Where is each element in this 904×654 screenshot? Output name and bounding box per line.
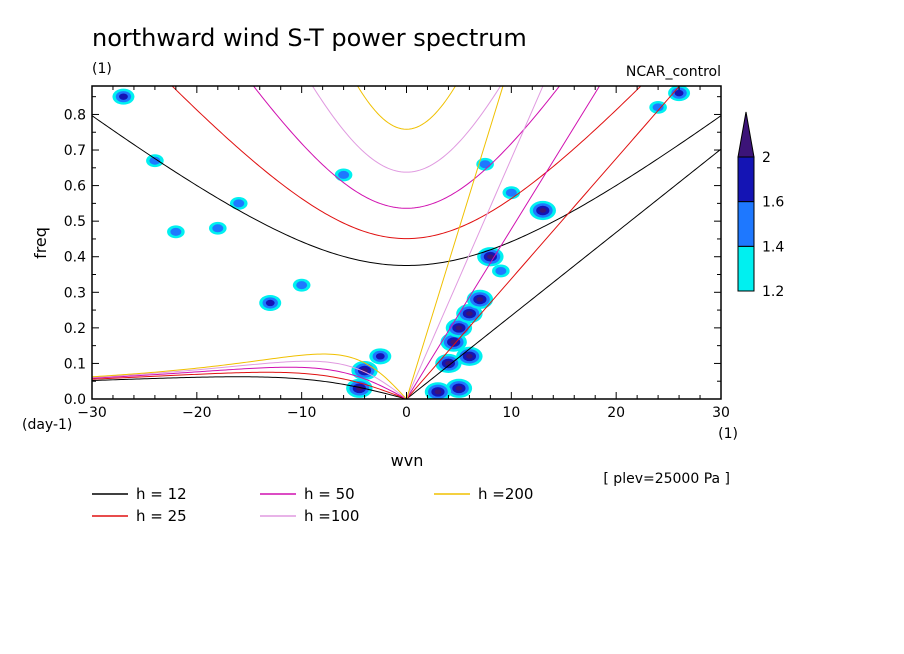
legend-label: h =200 bbox=[478, 485, 533, 503]
x-tick-label: 10 bbox=[502, 405, 520, 421]
y-axis: 0.0 0.1 0.2 0.3 0.4 0.5 0.6 0.7 0.8 bbox=[64, 96, 721, 408]
colorbar: 1.2 1.4 1.6 2 bbox=[737, 111, 784, 300]
power-blob bbox=[652, 103, 664, 112]
y-axis-label: freq bbox=[31, 227, 50, 259]
colorbar-swatch bbox=[737, 201, 755, 247]
y-tick-label: 0.2 bbox=[64, 321, 86, 337]
x-tick-label: −10 bbox=[287, 405, 317, 421]
kelvin-curve bbox=[406, 86, 504, 399]
inertia-gravity-curve bbox=[92, 115, 721, 266]
colorbar-arrow bbox=[737, 111, 755, 158]
x-tick-label: −30 bbox=[77, 405, 107, 421]
legend-label: h =100 bbox=[304, 507, 359, 525]
colorbar-swatch bbox=[737, 245, 755, 292]
power-blob bbox=[338, 170, 350, 179]
x-tick-label: −20 bbox=[182, 405, 212, 421]
rossby-curve bbox=[92, 360, 407, 399]
y-tick-label: 0.0 bbox=[64, 392, 86, 408]
chart-subtitle: (1) bbox=[92, 61, 112, 77]
legend-label: h = 12 bbox=[136, 485, 187, 503]
rossby-curve bbox=[92, 366, 407, 399]
colorbar-label: 2 bbox=[762, 150, 771, 166]
power-blob bbox=[375, 353, 385, 360]
power-blob bbox=[170, 227, 182, 236]
power-blob bbox=[361, 368, 368, 373]
rossby-curve bbox=[92, 376, 407, 399]
colorbar-label: 1.2 bbox=[762, 284, 784, 300]
power-blob bbox=[466, 311, 473, 317]
power-blob bbox=[265, 299, 275, 307]
y-tick-label: 0.3 bbox=[64, 285, 86, 301]
case-label: NCAR_control bbox=[626, 64, 721, 80]
power-blob bbox=[479, 160, 491, 169]
kelvin-curve bbox=[406, 148, 721, 399]
y-tick-label: 0.8 bbox=[64, 107, 86, 123]
x-axis: −30 −20 −10 0 10 20 30 bbox=[77, 86, 730, 421]
kelvin-curve bbox=[406, 86, 601, 399]
colorbar-label: 1.4 bbox=[762, 239, 784, 255]
y-tick-label: 0.4 bbox=[64, 250, 86, 266]
power-blob bbox=[466, 353, 473, 359]
y-tick-label: 0.1 bbox=[64, 356, 86, 372]
power-blob bbox=[149, 156, 161, 165]
curve-legend: h = 12 h = 25 h = 50 h =100 h =200 bbox=[92, 485, 533, 525]
inertia-gravity-curve bbox=[252, 86, 561, 209]
legend-label: h = 50 bbox=[304, 485, 355, 503]
plot-area bbox=[92, 86, 721, 399]
colorbar-swatch bbox=[737, 156, 755, 203]
x-unit-label: (1) bbox=[718, 426, 738, 442]
power-blob bbox=[505, 188, 517, 197]
power-blob bbox=[674, 89, 684, 97]
rossby-curve bbox=[92, 371, 407, 399]
rossby-curve bbox=[92, 353, 407, 399]
power-shading bbox=[112, 86, 691, 399]
inertia-gravity-curve bbox=[171, 86, 642, 240]
y-unit-label: (day-1) bbox=[22, 417, 72, 433]
y-tick-label: 0.7 bbox=[64, 143, 86, 159]
power-blob bbox=[476, 297, 484, 302]
power-blob bbox=[539, 208, 547, 213]
legend-label: h = 25 bbox=[136, 507, 187, 525]
power-blob bbox=[487, 254, 494, 260]
inertia-gravity-curve bbox=[356, 86, 457, 130]
inertia-gravity-curve bbox=[311, 86, 502, 173]
power-blob bbox=[296, 281, 308, 290]
x-axis-label: wvn bbox=[391, 451, 424, 470]
x-tick-label: 30 bbox=[712, 405, 730, 421]
power-blob bbox=[434, 389, 442, 395]
chart-title: northward wind S-T power spectrum bbox=[92, 24, 527, 52]
y-tick-label: 0.6 bbox=[64, 179, 86, 195]
y-tick-label: 0.5 bbox=[64, 214, 86, 230]
dispersion-curves bbox=[92, 86, 721, 399]
kelvin-curve bbox=[406, 86, 681, 399]
x-tick-label: 20 bbox=[607, 405, 625, 421]
power-blob bbox=[233, 199, 245, 208]
power-blob bbox=[119, 93, 128, 100]
x-tick-label: 0 bbox=[402, 405, 411, 421]
power-blob bbox=[455, 385, 463, 391]
level-note: [ plev=25000 Pa ] bbox=[603, 471, 730, 487]
power-blob bbox=[495, 266, 507, 275]
colorbar-label: 1.6 bbox=[762, 195, 784, 211]
kelvin-curve bbox=[406, 86, 544, 399]
power-blob bbox=[455, 325, 463, 331]
power-blob bbox=[212, 224, 224, 233]
